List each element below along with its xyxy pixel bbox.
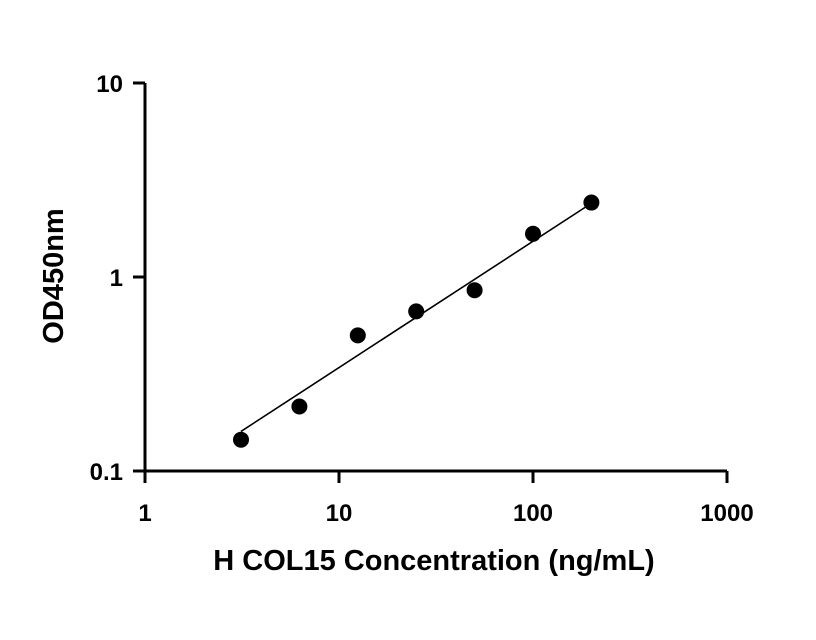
- x-axis: 1 10 100 1000: [138, 469, 754, 527]
- y-tick-label: 10: [96, 71, 123, 98]
- data-point: [466, 282, 483, 299]
- data-point: [525, 225, 541, 242]
- data-point: [408, 303, 425, 320]
- data-points: [233, 194, 600, 448]
- data-point: [291, 398, 308, 415]
- data-point: [583, 194, 600, 211]
- data-point: [349, 327, 366, 344]
- y-axis-title: OD450nm: [38, 208, 70, 343]
- x-tick-label: 100: [513, 500, 553, 527]
- x-axis-title: H COL15 Concentration (ng/mL): [213, 545, 654, 577]
- x-tick-label: 1: [138, 500, 151, 527]
- y-axis: 0.1 1 10: [90, 71, 147, 486]
- x-tick-label: 10: [326, 500, 353, 527]
- y-tick-label: 1: [110, 265, 123, 292]
- data-point: [233, 431, 250, 448]
- x-tick-label: 1000: [700, 500, 753, 527]
- y-tick-label: 0.1: [90, 459, 123, 486]
